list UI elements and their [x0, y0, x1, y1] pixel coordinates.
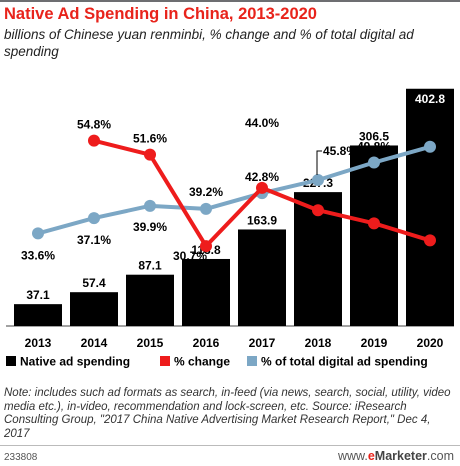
bar-2013 [14, 304, 62, 326]
bar-label-2020: 402.8 [415, 92, 445, 106]
change-point-2016 [200, 240, 212, 253]
share-line [37, 144, 431, 236]
share-label-2020: 53.4% [413, 124, 447, 138]
share-point-2015 [144, 199, 156, 212]
change-label-2019: 35.9% [357, 238, 391, 252]
bar-2014 [70, 292, 118, 326]
bar-2016 [182, 258, 230, 326]
chart-subtitle: billions of Chinese yuan renminbi, % cha… [4, 27, 414, 59]
bar-label-2015: 87.1 [138, 259, 162, 273]
share-point-2016 [200, 202, 212, 215]
bar-label-2013: 37.1 [26, 288, 50, 302]
chart-title: Native Ad Spending in China, 2013-2020 [4, 5, 317, 23]
legend-share-label: % of total digital ad spending [261, 355, 428, 369]
bar-label-2019: 306.5 [359, 129, 389, 143]
x-tick-2017: 2017 [249, 336, 276, 350]
change-label-2020: 32.0% [413, 253, 447, 267]
legend-change-label: % change [174, 355, 230, 369]
share-point-2018 [312, 174, 324, 187]
chart-area: 37.157.487.1113.8163.9227.3306.5402.8201… [6, 88, 454, 369]
share-point-2019 [368, 156, 380, 169]
change-label-2017: 44.0% [245, 116, 279, 130]
share-label-2018: 45.8% [323, 144, 357, 158]
change-point-2019 [368, 217, 380, 230]
top-rule [0, 0, 460, 2]
legend-share-swatch [247, 356, 257, 366]
legend-bar-label: Native ad spending [20, 355, 130, 369]
x-tick-2016: 2016 [193, 336, 220, 350]
change-label-2014: 54.8% [77, 118, 111, 132]
bar-label-2017: 163.9 [247, 213, 277, 227]
share-label-leader-2018 [316, 150, 322, 176]
change-point-2014 [88, 134, 100, 147]
share-point-2014 [88, 212, 100, 225]
brand-name: Marketer [374, 449, 427, 463]
bar-2015 [126, 274, 174, 326]
brand-prefix: www. [337, 449, 368, 463]
x-tick-2013: 2013 [25, 336, 52, 350]
change-label-2018: 38.9% [301, 225, 335, 239]
x-tick-2020: 2020 [417, 336, 444, 350]
share-label-2017: 42.8% [245, 170, 279, 184]
change-point-2020 [424, 234, 436, 247]
legend-change-swatch [160, 356, 170, 366]
legend-bar-swatch [6, 356, 16, 366]
share-label-2013: 33.6% [21, 248, 55, 262]
x-tick-2014: 2014 [81, 336, 108, 350]
share-point-2013 [32, 227, 44, 240]
x-tick-2015: 2015 [137, 336, 164, 350]
change-point-2018 [312, 204, 324, 217]
share-label-2016: 39.2% [189, 185, 223, 199]
brand-logo: www.eMarketer.com [338, 449, 454, 463]
brand-suffix: .com [426, 449, 454, 463]
x-tick-2019: 2019 [361, 336, 388, 350]
change-point-2015 [144, 148, 156, 161]
change-point-2017 [256, 181, 268, 194]
share-label-2015: 39.9% [133, 220, 167, 234]
footer-rule [0, 445, 460, 446]
bar-2020 [406, 88, 454, 327]
brand-e: e [367, 449, 375, 463]
share-label-2014: 37.1% [77, 233, 111, 247]
chart-id: 233808 [4, 452, 38, 463]
x-tick-2018: 2018 [305, 336, 332, 350]
bar-2019 [350, 145, 398, 326]
share-point-2020 [424, 140, 436, 153]
chart-note: Note: includes such ad formats as search… [4, 387, 451, 440]
bar-label-2014: 57.4 [82, 276, 106, 290]
share-label-2019: 49.8% [357, 140, 391, 154]
bar-2017 [238, 229, 286, 326]
change-label-2016: 30.7% [173, 249, 207, 263]
change-label-2015: 51.6% [133, 132, 167, 146]
